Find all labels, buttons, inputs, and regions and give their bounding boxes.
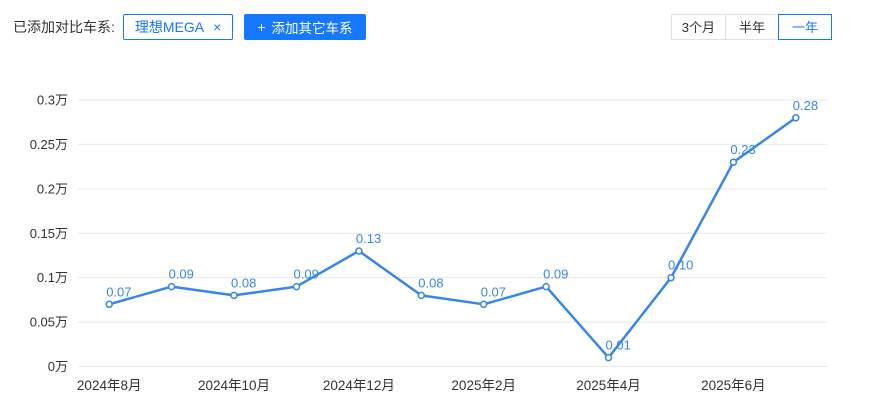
series-tag-label: 理想MEGA: [134, 18, 205, 35]
period-button-one-year[interactable]: 一年: [778, 13, 832, 40]
y-axis-tick-label: 0万: [48, 359, 68, 374]
y-axis-tick-label: 0.15万: [30, 226, 68, 241]
data-point-marker[interactable]: [105, 300, 113, 309]
remove-series-icon[interactable]: ×: [213, 18, 222, 35]
data-point-marker[interactable]: [355, 247, 363, 255]
x-axis-tick-label: 2025年2月: [451, 378, 516, 393]
data-point-value-label: 0.09: [169, 267, 194, 282]
data-point-marker[interactable]: [292, 282, 301, 291]
add-series-button-label: 添加其它车系: [271, 20, 353, 36]
chart-toolbar: 已添加对比车系: 理想MEGA × + 添加其它车系 3个月 半年 一年: [13, 13, 832, 40]
data-point-marker[interactable]: [417, 291, 426, 300]
period-button-half-year[interactable]: 半年: [725, 13, 779, 40]
period-selector: 3个月 半年 一年: [670, 13, 832, 40]
y-axis-tick-label: 0.2万: [37, 181, 68, 196]
period-button-3-months[interactable]: 3个月: [670, 13, 726, 40]
data-point-value-label: 0.01: [606, 338, 631, 353]
y-axis-tick-label: 0.3万: [37, 93, 68, 108]
added-series-label: 已添加对比车系:: [13, 18, 115, 35]
data-point-marker[interactable]: [230, 291, 238, 300]
y-axis-tick-label: 0.25万: [30, 137, 68, 152]
data-point-marker[interactable]: [479, 300, 488, 309]
data-point-value-label: 0.09: [294, 267, 319, 282]
x-axis-tick-label: 2024年8月: [77, 378, 142, 393]
y-axis-tick-label: 0.05万: [30, 315, 68, 330]
data-point-marker[interactable]: [542, 282, 550, 291]
series-tag[interactable]: 理想MEGA ×: [122, 13, 234, 40]
x-axis-tick-label: 2025年4月: [576, 378, 641, 393]
data-point-marker[interactable]: [729, 158, 738, 166]
x-axis-tick-label: 2024年10月: [198, 378, 270, 393]
data-point-value-label: 0.07: [106, 284, 131, 299]
x-axis-tick-label: 2025年6月: [701, 378, 766, 393]
add-series-button[interactable]: + 添加其它车系: [244, 13, 366, 40]
data-point-marker[interactable]: [604, 353, 613, 362]
data-point-marker[interactable]: [167, 282, 176, 291]
data-point-marker[interactable]: [667, 273, 675, 282]
series-line: [107, 116, 798, 359]
plus-icon: +: [257, 18, 266, 35]
data-point-value-label: 0.23: [730, 142, 755, 157]
data-point-value-label: 0.09: [543, 267, 568, 282]
compare-series-controls: 已添加对比车系: 理想MEGA × + 添加其它车系: [13, 13, 366, 40]
data-point-value-label: 0.07: [481, 284, 506, 299]
y-axis-tick-label: 0.1万: [37, 270, 68, 285]
x-axis-tick-label: 2024年12月: [323, 378, 395, 393]
data-point-value-label: 0.08: [418, 275, 443, 290]
data-point-marker[interactable]: [792, 114, 800, 122]
data-point-value-label: 0.08: [231, 275, 256, 290]
data-point-value-label: 0.28: [793, 98, 818, 113]
data-point-value-label: 0.10: [668, 258, 693, 273]
data-point-value-label: 0.13: [356, 231, 381, 246]
